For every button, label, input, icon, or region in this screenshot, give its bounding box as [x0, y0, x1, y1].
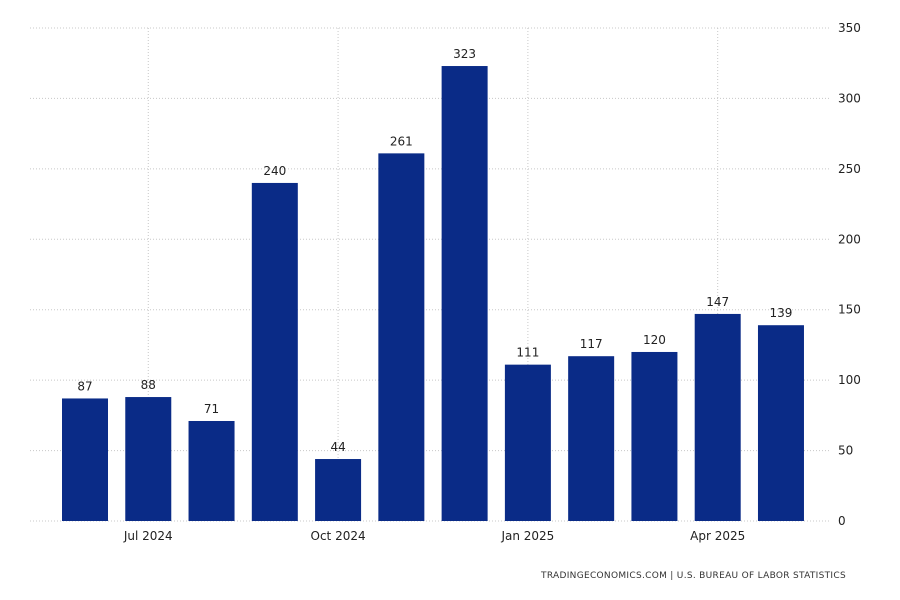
bar-value-label: 117: [580, 337, 603, 351]
bar-value-label: 44: [330, 440, 345, 454]
bar-sep-2024: [251, 182, 298, 521]
y-tick-label: 0: [838, 514, 846, 528]
bar-value-label: 147: [706, 295, 729, 309]
y-tick-label: 300: [838, 91, 861, 105]
bar-value-label: 88: [141, 378, 156, 392]
bar-jan-2025: [504, 364, 551, 521]
bar-dec-2024: [441, 66, 488, 521]
y-tick-label: 250: [838, 162, 861, 176]
x-tick-label: Jan 2025: [500, 529, 554, 543]
x-tick-label: Apr 2025: [690, 529, 745, 543]
y-tick-label: 200: [838, 232, 861, 246]
bar-value-label: 111: [516, 346, 539, 360]
bar-oct-2024: [315, 459, 362, 521]
bar-value-label: 323: [453, 47, 476, 61]
x-axis-ticks: Jul 2024 Oct 2024 Jan 2025 Apr 2025: [123, 529, 745, 543]
y-axis-ticks: 0 50 100 150 200 250 300 350: [838, 21, 861, 528]
y-tick-label: 100: [838, 373, 861, 387]
y-tick-label: 150: [838, 303, 861, 317]
bar-apr-2025: [694, 313, 741, 521]
y-tick-label: 50: [838, 444, 853, 458]
x-tick-label: Jul 2024: [123, 529, 173, 543]
bar-value-label: 71: [204, 402, 219, 416]
bar-value-label: 120: [643, 333, 666, 347]
bar-may-2025: [757, 325, 804, 521]
source-credit: TRADINGECONOMICS.COM | U.S. BUREAU OF LA…: [541, 571, 846, 581]
bar-jul-2024: [125, 397, 172, 521]
bar-value-label: 87: [77, 379, 92, 393]
y-tick-label: 350: [838, 21, 861, 35]
bars: [62, 66, 804, 521]
bar-value-label: 240: [263, 164, 286, 178]
bar-jun-2024: [62, 398, 108, 521]
bar-mar-2025: [631, 351, 678, 521]
value-labels: 87 88 71 240 44 261 323 111 117 120 147 139: [77, 47, 792, 454]
bar-value-label: 139: [770, 306, 793, 320]
bar-nov-2024: [378, 153, 425, 521]
bar-value-label: 261: [390, 134, 413, 148]
bar-aug-2024: [188, 420, 235, 521]
x-tick-label: Oct 2024: [311, 529, 366, 543]
bar-feb-2025: [568, 356, 615, 521]
